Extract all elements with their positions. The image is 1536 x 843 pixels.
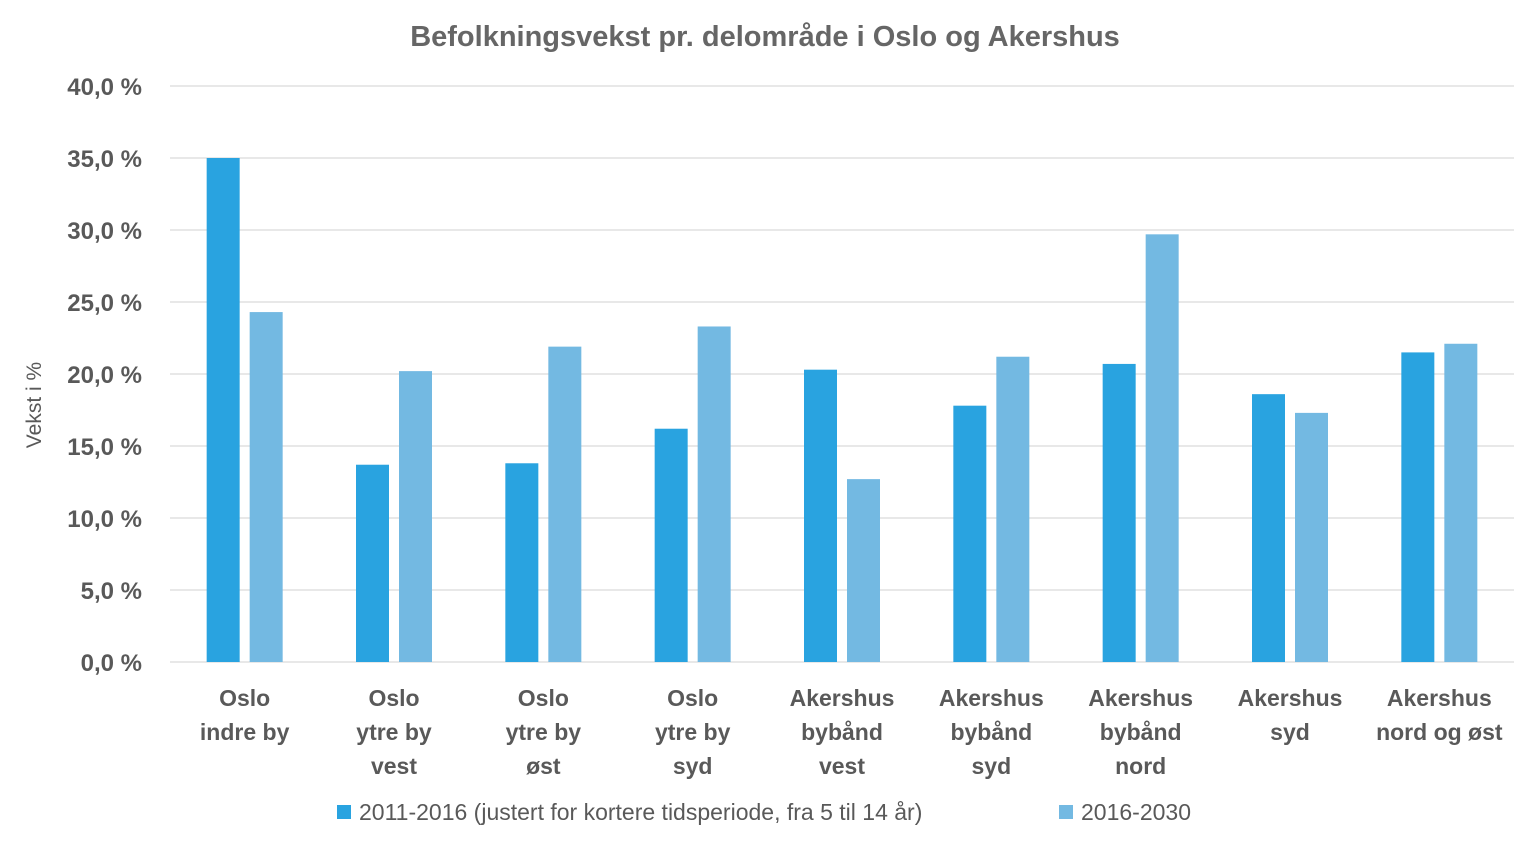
bar-series-1	[206, 158, 240, 662]
x-tick-label: Akershus	[939, 685, 1044, 711]
y-axis-label: Vekst i %	[23, 362, 46, 448]
y-tick-label: 10,0 %	[67, 506, 142, 533]
y-tick-label: 20,0 %	[67, 362, 142, 389]
bar-series-2	[996, 356, 1030, 662]
x-tick-label: syd	[972, 753, 1012, 779]
x-tick-label: Oslo	[219, 685, 270, 711]
bar-series-2	[847, 479, 880, 662]
x-tick-label: Akershus	[1088, 685, 1193, 711]
bar-series-2	[1444, 343, 1478, 662]
x-tick-label: ytre by	[356, 719, 432, 745]
bar-series-2	[399, 371, 432, 662]
bar-series-1	[505, 463, 539, 662]
bar-series-2	[1145, 234, 1179, 662]
y-tick-label: 30,0 %	[67, 218, 142, 245]
x-tick-label: bybånd	[1100, 719, 1182, 745]
x-tick-label: øst	[526, 753, 561, 779]
legend-label: 2016-2030	[1081, 799, 1191, 825]
x-tick-label: Oslo	[518, 685, 569, 711]
x-tick-label: bybånd	[950, 719, 1032, 745]
bar-series-2	[249, 312, 283, 662]
x-axis-ticks: Oslo indre by Oslo ytre by vest Oslo ytre by øs…	[200, 685, 1503, 779]
x-tick-label: syd	[1270, 719, 1310, 745]
x-tick-label: syd	[673, 753, 713, 779]
bar-series-2	[697, 326, 731, 662]
y-tick-label: 40,0 %	[67, 74, 142, 101]
bar-series-1	[1102, 363, 1136, 662]
legend-swatch	[337, 805, 351, 819]
legend-label: 2011-2016 (justert for kortere tidsperio…	[359, 799, 922, 825]
x-tick-label: Oslo	[667, 685, 718, 711]
x-tick-label: bybånd	[801, 719, 883, 745]
x-tick-label: vest	[371, 753, 417, 779]
bar-series-2	[548, 346, 582, 662]
bar-series-2	[1295, 412, 1328, 662]
y-tick-label: 5,0 %	[81, 578, 142, 605]
x-tick-label: nord og øst	[1376, 719, 1503, 745]
bar-series-1	[1401, 352, 1435, 662]
x-tick-label: indre by	[200, 719, 290, 745]
y-tick-label: 0,0 %	[81, 650, 142, 677]
bar-series-1	[804, 369, 837, 662]
x-tick-label: nord	[1115, 753, 1166, 779]
y-tick-label: 15,0 %	[67, 434, 142, 461]
gridlines	[170, 85, 1514, 663]
y-tick-label: 25,0 %	[67, 290, 142, 317]
bar-series-1	[953, 405, 987, 662]
y-tick-label: 35,0 %	[67, 146, 142, 173]
bar-series-1	[356, 464, 389, 662]
bar-series-1	[654, 428, 688, 662]
x-tick-label: Akershus	[1387, 685, 1492, 711]
chart-title: Befolkningsvekst pr. delområde i Oslo og…	[410, 21, 1120, 53]
bar-series-1	[1252, 394, 1285, 662]
legend-swatch	[1059, 805, 1073, 819]
x-tick-label: Akershus	[1238, 685, 1343, 711]
y-axis-ticks: 0,0 % 5,0 % 10,0 % 15,0 % 20,0 % 25,0 % 30,0 %…	[67, 74, 142, 677]
x-tick-label: ytre by	[506, 719, 582, 745]
legend: 2011-2016 (justert for kortere tidsperio…	[337, 799, 1191, 825]
x-tick-label: Akershus	[790, 685, 895, 711]
bars	[206, 158, 1478, 662]
x-tick-label: vest	[819, 753, 865, 779]
x-tick-label: Oslo	[368, 685, 419, 711]
x-tick-label: ytre by	[655, 719, 731, 745]
